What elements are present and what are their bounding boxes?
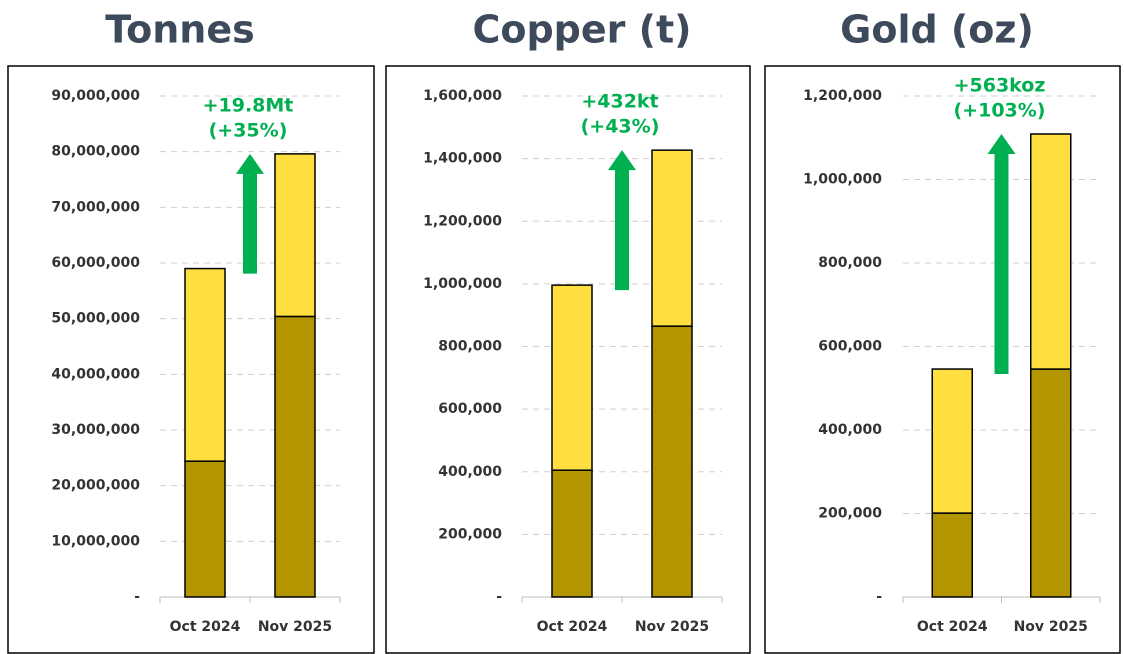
y-tick-label: 400,000 [438,464,502,480]
bar-segment [1030,133,1072,370]
bar-segment [931,512,973,598]
y-tick-label: 20,000,000 [51,478,140,494]
panel-frame [7,65,375,654]
x-tick-label: Nov 2025 [635,619,709,635]
growth-percent: (+103%) [954,99,1046,121]
y-tick-label: 200,000 [818,506,882,522]
y-tick-label: 40,000,000 [51,366,140,382]
y-tick-label: 1,000,000 [423,276,502,292]
x-tick-label: Oct 2024 [917,619,988,635]
growth-percent: (+43%) [581,116,660,138]
y-tick-label: 400,000 [818,422,882,438]
y-tick-label: 600,000 [438,401,502,417]
y-tick-label: - [134,589,140,605]
y-tick-label: 1,200,000 [803,88,882,104]
x-tick-label: Nov 2025 [1014,619,1088,635]
growth-arrow [608,150,636,291]
chart-title: Copper (t) [472,8,691,52]
y-tick-label: - [496,589,502,605]
y-tick-label: 30,000,000 [51,422,140,438]
bar-segment [274,315,316,598]
y-tick-label: 1,000,000 [803,172,882,188]
y-tick-label: 800,000 [438,339,502,355]
y-tick-label: 10,000,000 [51,533,140,549]
y-tick-label: 1,400,000 [423,151,502,167]
bar-segment [931,368,973,514]
growth-label: +563koz [954,74,1046,96]
bar-segment [651,325,693,598]
y-tick-label: 70,000,000 [51,199,140,215]
growth-arrow [236,153,264,274]
x-tick-label: Oct 2024 [170,619,241,635]
y-tick-label: 1,600,000 [423,88,502,104]
bar-segment [184,460,226,598]
y-tick-label: 50,000,000 [51,311,140,327]
growth-label: +19.8Mt [203,94,294,116]
bar-segment [551,284,593,471]
bar-segment [551,469,593,598]
x-tick-label: Nov 2025 [258,619,332,635]
growth-label: +432kt [581,91,658,113]
bar-segment [184,267,226,462]
y-tick-label: 600,000 [818,339,882,355]
y-tick-label: 60,000,000 [51,255,140,271]
y-tick-label: 1,200,000 [423,213,502,229]
x-tick-label: Oct 2024 [537,619,608,635]
y-tick-label: 200,000 [438,526,502,542]
y-tick-label: - [876,589,882,605]
bar-segment [274,153,316,318]
panel-frame [764,65,1121,654]
panel-frame [385,65,751,654]
y-tick-label: 80,000,000 [51,144,140,160]
bar-segment [651,149,693,327]
chart-title: Gold (oz) [840,8,1034,52]
chart-title: Tonnes [105,8,254,52]
growth-percent: (+35%) [209,119,288,141]
y-tick-label: 800,000 [818,255,882,271]
y-tick-label: 90,000,000 [51,88,140,104]
growth-arrow [987,133,1016,375]
bar-segment [1030,368,1072,598]
